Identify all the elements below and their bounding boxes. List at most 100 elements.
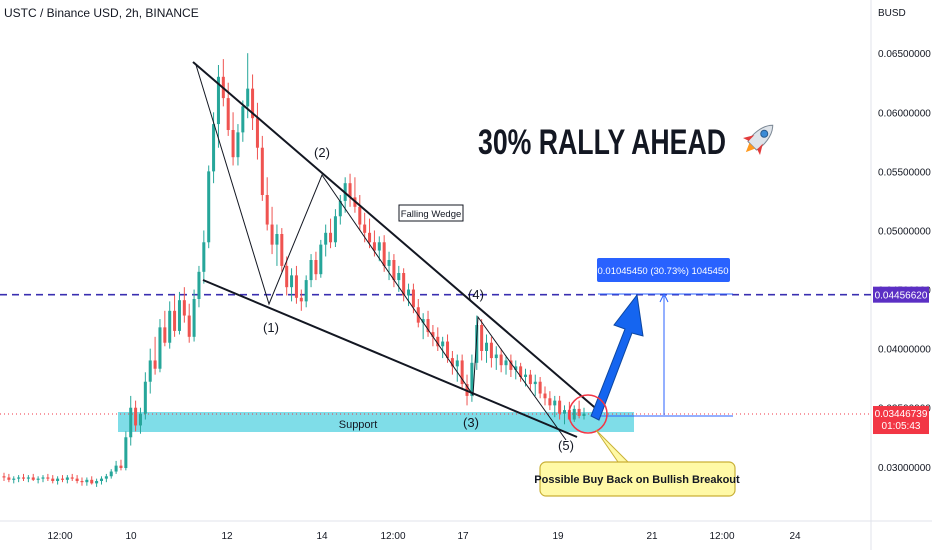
breakout-circle[interactable] — [568, 394, 608, 434]
candle-body — [212, 124, 216, 172]
candle-body — [168, 310, 172, 343]
candle-body — [265, 195, 269, 225]
candle-body — [75, 478, 79, 481]
symbol-title: USTC / Binance USD, 2h, BINANCE — [4, 6, 199, 20]
candle-body — [2, 476, 6, 478]
candle-body — [450, 358, 454, 367]
candle-body — [504, 360, 508, 366]
candle-body — [489, 342, 493, 359]
measure-label: 0.01045450 (30.73%) 1045450 — [597, 266, 728, 277]
support-zone[interactable] — [118, 412, 634, 432]
candle-body — [441, 341, 445, 347]
candle-body — [392, 260, 396, 281]
callout-pointer — [595, 429, 630, 463]
candle-body — [187, 315, 191, 337]
candle-body — [80, 481, 84, 483]
candle-body — [95, 481, 99, 484]
time-tick-labels: 12:00 10 12 14 12:00 17 19 21 12:00 24 — [47, 531, 801, 542]
candle-body — [519, 366, 523, 377]
candle-body — [407, 289, 411, 296]
time-tick-label: 21 — [646, 531, 658, 542]
candle-body — [387, 260, 391, 266]
candle-body — [553, 400, 557, 406]
callout-box[interactable] — [539, 461, 736, 497]
candle-body — [294, 275, 298, 298]
candle-body — [338, 200, 342, 217]
candle-body — [177, 300, 181, 331]
resistance-price-label: 0.04456620 — [875, 291, 928, 302]
candle-body — [60, 478, 64, 480]
candle-body — [548, 398, 552, 406]
candle-body — [65, 477, 69, 480]
candle-body — [528, 374, 532, 385]
candle-body — [533, 381, 537, 385]
countdown-label: 01:05:43 — [882, 421, 921, 432]
elliott-wave-path[interactable] — [195, 64, 567, 441]
measure-label-box — [597, 258, 730, 282]
time-tick-label: 12:00 — [380, 531, 405, 542]
candle-body — [251, 88, 255, 119]
time-tick-label: 17 — [457, 531, 469, 542]
candle-body — [470, 362, 474, 396]
candle-body — [31, 477, 35, 480]
wedge-lower-line[interactable] — [202, 279, 578, 438]
price-tick-label: 0.04000000 — [878, 345, 931, 356]
candle-body — [197, 271, 201, 299]
callout-text: Possible Buy Back on Bullish Breakout — [534, 474, 740, 486]
candle-body — [7, 477, 11, 480]
candle-body — [202, 242, 206, 272]
candle-body — [41, 477, 45, 479]
wave-label-1: (1) — [263, 320, 279, 335]
candle-body — [119, 465, 123, 468]
candle-body — [246, 88, 250, 107]
wave-label-4: (4) — [468, 287, 484, 302]
candle-body — [46, 477, 50, 479]
price-tick-label: 0.05000000 — [878, 226, 931, 237]
candle-body — [21, 477, 26, 479]
candle-body — [90, 479, 94, 484]
candle-body — [36, 478, 40, 480]
candle-body — [163, 327, 167, 343]
price-tick-label: 0.03000000 — [878, 463, 931, 474]
candle-body — [124, 437, 128, 468]
candle-body — [231, 130, 235, 158]
candle-body — [309, 260, 313, 281]
candle-body — [153, 360, 157, 369]
time-tick-label: 24 — [789, 531, 801, 542]
time-tick-label: 10 — [125, 531, 137, 542]
price-tick-label: 0.06000000 — [878, 108, 931, 119]
candle-body — [182, 300, 186, 316]
candle-body — [129, 407, 133, 438]
candle-body — [51, 478, 55, 481]
time-tick-label: 12:00 — [47, 531, 72, 542]
wave-label-3: (3) — [463, 415, 479, 430]
breakout-arrow[interactable] — [590, 293, 644, 421]
price-tick-label: 0.06500000 — [878, 49, 931, 60]
candle-body — [138, 413, 142, 426]
candle-body — [377, 242, 381, 251]
candle-body — [85, 479, 89, 483]
pattern-label-box — [398, 204, 464, 222]
candle-body — [324, 232, 328, 245]
rocket-icon — [743, 124, 774, 155]
candle-body — [12, 478, 16, 480]
candle-body — [17, 477, 21, 479]
candle-body — [158, 327, 162, 369]
candle-body — [382, 242, 386, 266]
wedge-upper-line[interactable] — [192, 61, 601, 413]
candle-body — [455, 360, 459, 367]
candle-body — [480, 325, 484, 351]
candle-body — [397, 273, 401, 281]
candle-body — [216, 76, 220, 125]
candle-body — [299, 297, 303, 302]
candle-body — [109, 471, 113, 477]
candle-body — [421, 319, 425, 323]
candle-body — [446, 341, 450, 359]
candle-body — [348, 183, 352, 198]
candle-body — [26, 477, 30, 479]
candle-body — [236, 132, 240, 158]
candle-body — [363, 224, 367, 233]
candle-body — [114, 465, 118, 472]
